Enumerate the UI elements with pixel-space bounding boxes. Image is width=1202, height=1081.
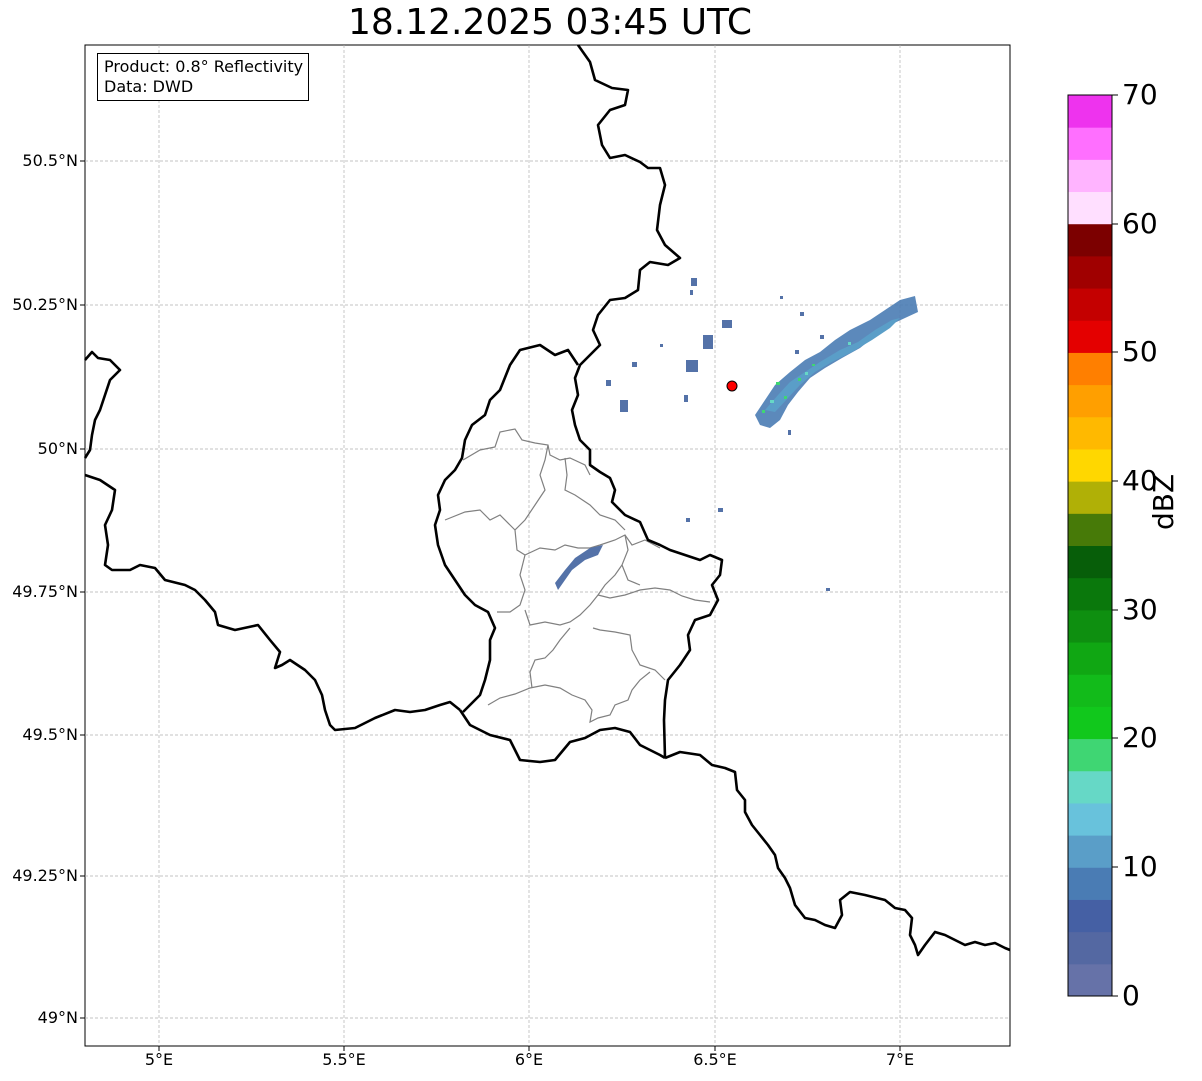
lon-label: 6.5°E [693,1050,737,1069]
national-borders [83,44,1011,957]
lon-label: 5°E [144,1050,174,1069]
colorbar-tick-label: 40 [1122,464,1158,497]
colorbar-segment [1068,288,1112,321]
colorbar-segment [1068,191,1112,225]
colorbar-segment [1068,577,1112,611]
echo-cyan [770,342,851,403]
colorbar-segment [1068,416,1112,450]
colorbar-segment [1068,159,1112,193]
colorbar-segment [1068,770,1112,804]
colorbar-tick-label: 60 [1122,207,1158,240]
colorbar-segment [1068,899,1112,933]
canton-borders [444,428,711,724]
gridlines [85,45,1010,1046]
map-title: 18.12.2025 03:45 UTC [347,2,753,43]
colorbar-segment [1068,481,1112,514]
colorbar-tick-label: 20 [1122,721,1158,754]
lat-label: 50°N [37,439,78,458]
colorbar-segment [1068,95,1112,128]
colorbar-segment [1068,642,1112,675]
lat-label: 50.25°N [12,295,78,314]
colorbar [1068,95,1112,997]
colorbar-segment [1068,352,1112,386]
lat-label: 49.5°N [22,725,78,744]
tick-marks [80,160,901,1051]
echo-highlights [762,364,815,413]
colorbar-tick-label: 30 [1122,593,1158,626]
product-label: Product: 0.8° Reflectivity [104,57,304,76]
info-box: Product: 0.8° Reflectivity Data: DWD [97,53,310,101]
colorbar-segment [1068,448,1112,482]
colorbar-segment [1068,835,1112,868]
lat-label: 49.25°N [12,866,78,885]
colorbar-segment [1068,223,1112,257]
colorbar-tick-label: 10 [1122,850,1158,883]
lon-label: 6°E [514,1050,544,1069]
colorbar-segment [1068,320,1112,353]
colorbar-tick-label: 50 [1122,335,1158,368]
lon-label: 7°E [885,1050,915,1069]
lon-label: 5.5°E [322,1050,366,1069]
plot-frame [84,44,1011,1047]
colorbar-ticks [1112,94,1118,997]
colorbar-segment [1068,738,1112,772]
echo-fragments [555,278,830,591]
colorbar-frame [1067,94,1113,997]
colorbar-segment [1068,609,1112,643]
echo-core [765,318,900,412]
colorbar-segment [1068,384,1112,418]
colorbar-segment [1068,963,1112,997]
lat-label: 49.75°N [12,582,78,601]
colorbar-segment [1068,674,1112,707]
colorbar-tick-label: 0 [1122,979,1140,1012]
colorbar-segment [1068,867,1112,900]
radar-site-marker [726,380,738,392]
colorbar-segment [1068,931,1112,965]
colorbar-tick-label: 70 [1122,78,1158,111]
colorbar-segment [1068,127,1112,160]
data-source-label: Data: DWD [104,77,194,96]
colorbar-title: dBZ [1147,473,1180,530]
colorbar-segment [1068,802,1112,836]
colorbar-segment [1068,513,1112,546]
colorbar-segment [1068,545,1112,579]
lat-label: 49°N [37,1008,78,1027]
radar-echoes [555,278,918,591]
lat-label: 50.5°N [22,151,78,170]
colorbar-segment [1068,255,1112,289]
colorbar-segment [1068,706,1112,740]
